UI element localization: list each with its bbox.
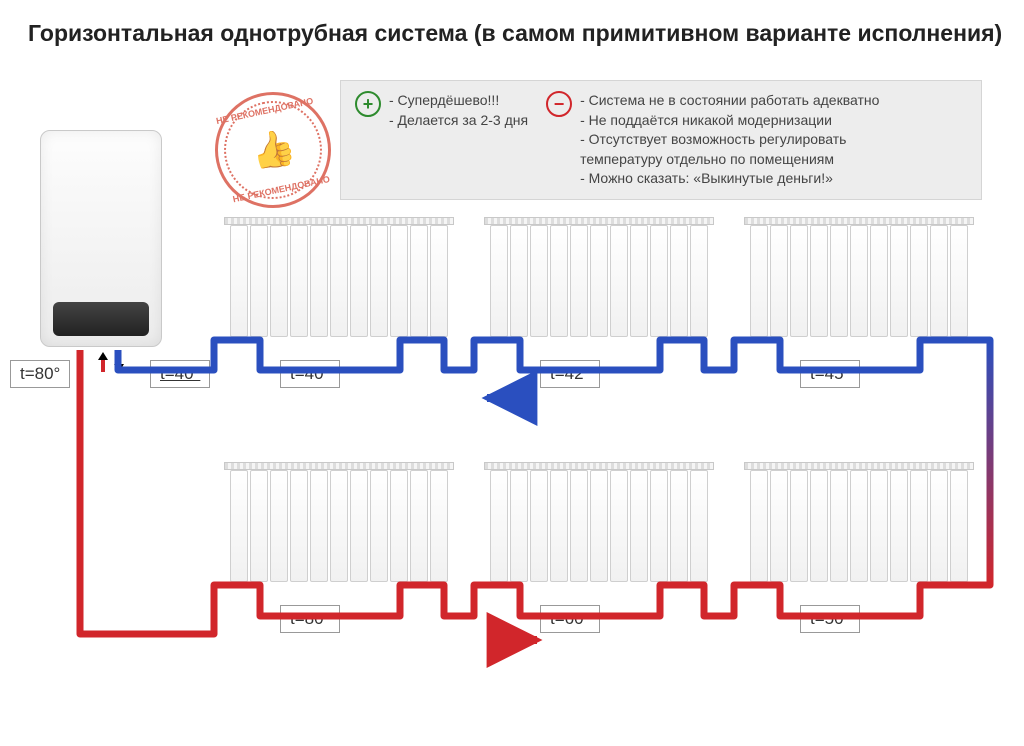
boiler-flow-arrows — [98, 352, 124, 374]
pro-item: - Делается за 2-3 дня — [389, 111, 528, 131]
radiator-top — [224, 217, 454, 225]
temp-bottom-0: t=80° — [280, 605, 340, 633]
stamp-text-bottom: НЕ РЕКОМЕНДОВАНО — [232, 174, 331, 204]
temp-top-2: t=45° — [800, 360, 860, 388]
cons-list: - Система не в состоянии работать адеква… — [580, 91, 879, 189]
thumbs-down-icon: 👎 — [247, 125, 300, 175]
temp-top-1: t=42° — [540, 360, 600, 388]
radiator-top — [484, 217, 714, 225]
arrow-down-cold-icon — [114, 352, 124, 374]
plus-icon: + — [355, 91, 381, 117]
radiator-icon — [230, 470, 448, 582]
temp-bottom-1: t=60° — [540, 605, 600, 633]
con-item: - Не поддаётся никакой модернизации — [580, 111, 879, 131]
temp-bottom-2: t=50° — [800, 605, 860, 633]
pro-item: - Супердёшево!!! — [389, 91, 528, 111]
page-title: Горизонтальная однотрубная система (в са… — [28, 20, 1002, 47]
boiler-panel — [53, 302, 149, 336]
minus-icon: − — [546, 91, 572, 117]
arrow-up-hot-icon — [98, 352, 108, 374]
radiator-icon — [230, 225, 448, 337]
radiator-icon — [490, 470, 708, 582]
radiator-icon — [490, 225, 708, 337]
radiator-top — [744, 462, 974, 470]
diagram-canvas: Горизонтальная однотрубная система (в са… — [0, 0, 1024, 746]
radiator-top — [744, 217, 974, 225]
pros-cons-box: + - Супердёшево!!! - Делается за 2-3 дня… — [340, 80, 982, 200]
radiator-icon — [750, 470, 968, 582]
stamp-text-top: НЕ РЕКОМЕНДОВАНО — [215, 96, 314, 126]
con-item: - Можно сказать: «Выкинутые деньги!» — [580, 169, 879, 189]
not-recommended-stamp: НЕ РЕКОМЕНДОВАНО 👎 НЕ РЕКОМЕНДОВАНО — [204, 81, 342, 219]
con-item: - Система не в состоянии работать адеква… — [580, 91, 879, 111]
temp-top-0: t=40° — [280, 360, 340, 388]
radiator-top — [484, 462, 714, 470]
radiator-icon — [750, 225, 968, 337]
pros-column: + - Супердёшево!!! - Делается за 2-3 дня — [355, 91, 528, 189]
boiler-icon — [40, 130, 162, 347]
radiator-top — [224, 462, 454, 470]
con-item: температуру отдельно по помещениям — [580, 150, 879, 170]
temp-boiler-out: t=80° — [10, 360, 70, 388]
con-item: - Отсутствует возможность регулировать — [580, 130, 879, 150]
pros-list: - Супердёшево!!! - Делается за 2-3 дня — [389, 91, 528, 130]
temp-boiler-in: t=40° — [150, 360, 210, 388]
cons-column: − - Система не в состоянии работать адек… — [546, 91, 879, 189]
